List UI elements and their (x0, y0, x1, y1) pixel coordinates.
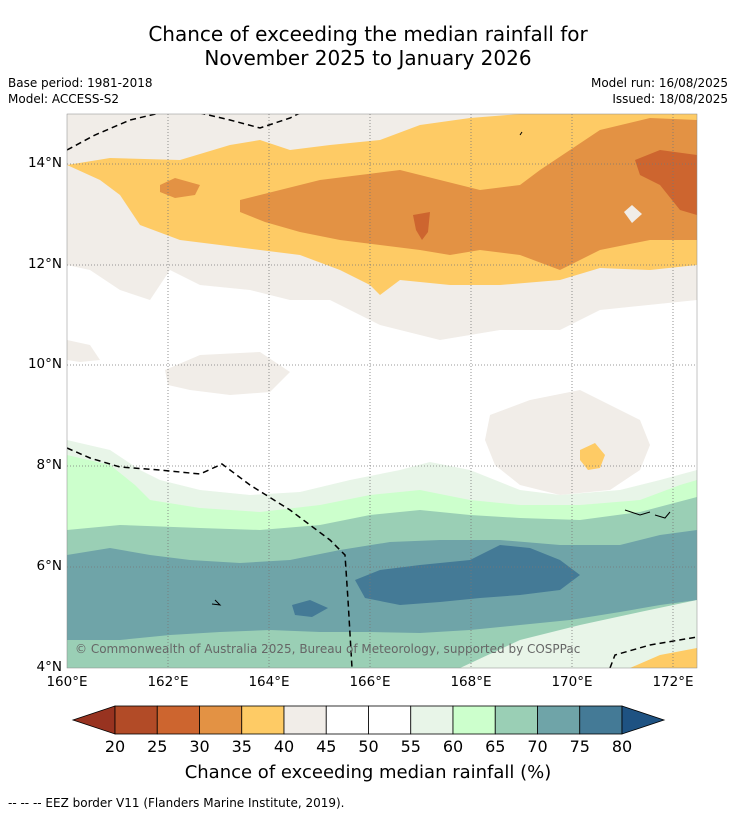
band-30-35-west (160, 178, 200, 198)
map-fields: © Commonwealth of Australia 2025, Bureau… (67, 114, 697, 668)
colorbar-tick-label: 65 (485, 737, 506, 756)
meta-left: Base period: 1981-2018 Model: ACCESS-S2 (8, 75, 153, 107)
band-25-30-center (413, 212, 430, 240)
lat-tick-4n: 4°N (36, 659, 62, 675)
colorbar-swatch (368, 705, 412, 735)
lon-tick-170e: 170°E (551, 674, 593, 690)
colorbar-title: Chance of exceeding median rainfall (%) (184, 762, 552, 783)
band-25-30-east (635, 150, 697, 215)
model-run: Model run: 16/08/2025 (590, 76, 728, 90)
colorbar-tick-label: 80 (611, 737, 633, 756)
colorbar-tick-label: 25 (147, 737, 168, 756)
colorbar-tick-label: 50 (358, 737, 379, 756)
lat-tick-10n: 10°N (27, 356, 62, 372)
colorbar-swatch (579, 705, 623, 735)
copyright-notice: © Commonwealth of Australia 2025, Bureau… (75, 642, 580, 656)
colorbar-swatch (156, 705, 200, 735)
band-30-35 (240, 118, 697, 270)
band-40-45-west (67, 340, 100, 362)
band-70-75 (67, 530, 697, 640)
colorbar-swatch (494, 705, 538, 735)
lon-tick-172e: 172°E (652, 674, 694, 690)
band-40-45-east (485, 390, 650, 495)
colorbar-swatch (241, 705, 285, 735)
band-35-40-se (630, 648, 697, 668)
colorbar-tick-label: 45 (316, 737, 337, 756)
lon-tick-164e: 164°E (248, 674, 290, 690)
colorbar-tick-label: 75 (569, 737, 590, 756)
colorbar-tick-label: 40 (273, 737, 295, 756)
band-55-60-se (460, 600, 697, 668)
colorbar-over-arrow (621, 705, 666, 735)
band-75-80 (355, 545, 580, 605)
map-gridlines (67, 114, 697, 668)
colorbar (71, 705, 666, 735)
band-55-60 (67, 440, 697, 668)
colorbar-tick-label: 30 (189, 737, 210, 756)
model-name: Model: ACCESS-S2 (8, 92, 120, 106)
lat-tick-14n: 14°N (27, 155, 62, 171)
band-60-65 (67, 455, 697, 668)
lat-tick-6n: 6°N (36, 558, 62, 574)
band-40-45-north (67, 114, 697, 340)
lat-tick-12n: 12°N (27, 256, 62, 272)
colorbar-swatch (410, 705, 454, 735)
title-line-1: Chance of exceeding the median rainfall … (148, 22, 588, 46)
band-40-45-inner (624, 205, 642, 223)
band-65-70 (67, 497, 697, 668)
colorbar-swatch (199, 705, 243, 735)
colorbar-tick-label: 20 (104, 737, 126, 756)
eez-footnote: -- -- -- EEZ border V11 (Flanders Marine… (8, 796, 345, 810)
lat-tick-8n: 8°N (36, 457, 62, 473)
meta-right: Model run: 16/08/2025 Issued: 18/08/2025 (591, 75, 728, 107)
lon-tick-166e: 166°E (349, 674, 391, 690)
band-35-40-patch (580, 443, 605, 470)
lon-tick-168e: 168°E (450, 674, 492, 690)
eez-border (67, 114, 697, 668)
title-line-2: November 2025 to January 2026 (204, 46, 532, 70)
colorbar-swatch (114, 705, 158, 735)
colorbar-swatch (537, 705, 581, 735)
base-period: Base period: 1981-2018 (8, 76, 153, 90)
colorbar-tick-label: 55 (400, 737, 421, 756)
colorbar-tick-label: 60 (442, 737, 464, 756)
band-35-40 (67, 114, 697, 295)
colorbar-under-arrow (71, 705, 116, 735)
colorbar-tick-label: 70 (527, 737, 548, 756)
lon-tick-160e: 160°E (46, 674, 88, 690)
band-40-45-center (165, 352, 290, 395)
chart-title: Chance of exceeding the median rainfall … (0, 22, 736, 70)
colorbar-tick-label: 35 (231, 737, 252, 756)
lon-tick-162e: 162°E (147, 674, 189, 690)
colorbar-swatch (325, 705, 369, 735)
colorbar-swatch (283, 705, 327, 735)
issued-date: Issued: 18/08/2025 (612, 92, 728, 106)
islands (211, 131, 671, 606)
colorbar-swatch (452, 705, 496, 735)
band-75-80-small (292, 600, 328, 617)
